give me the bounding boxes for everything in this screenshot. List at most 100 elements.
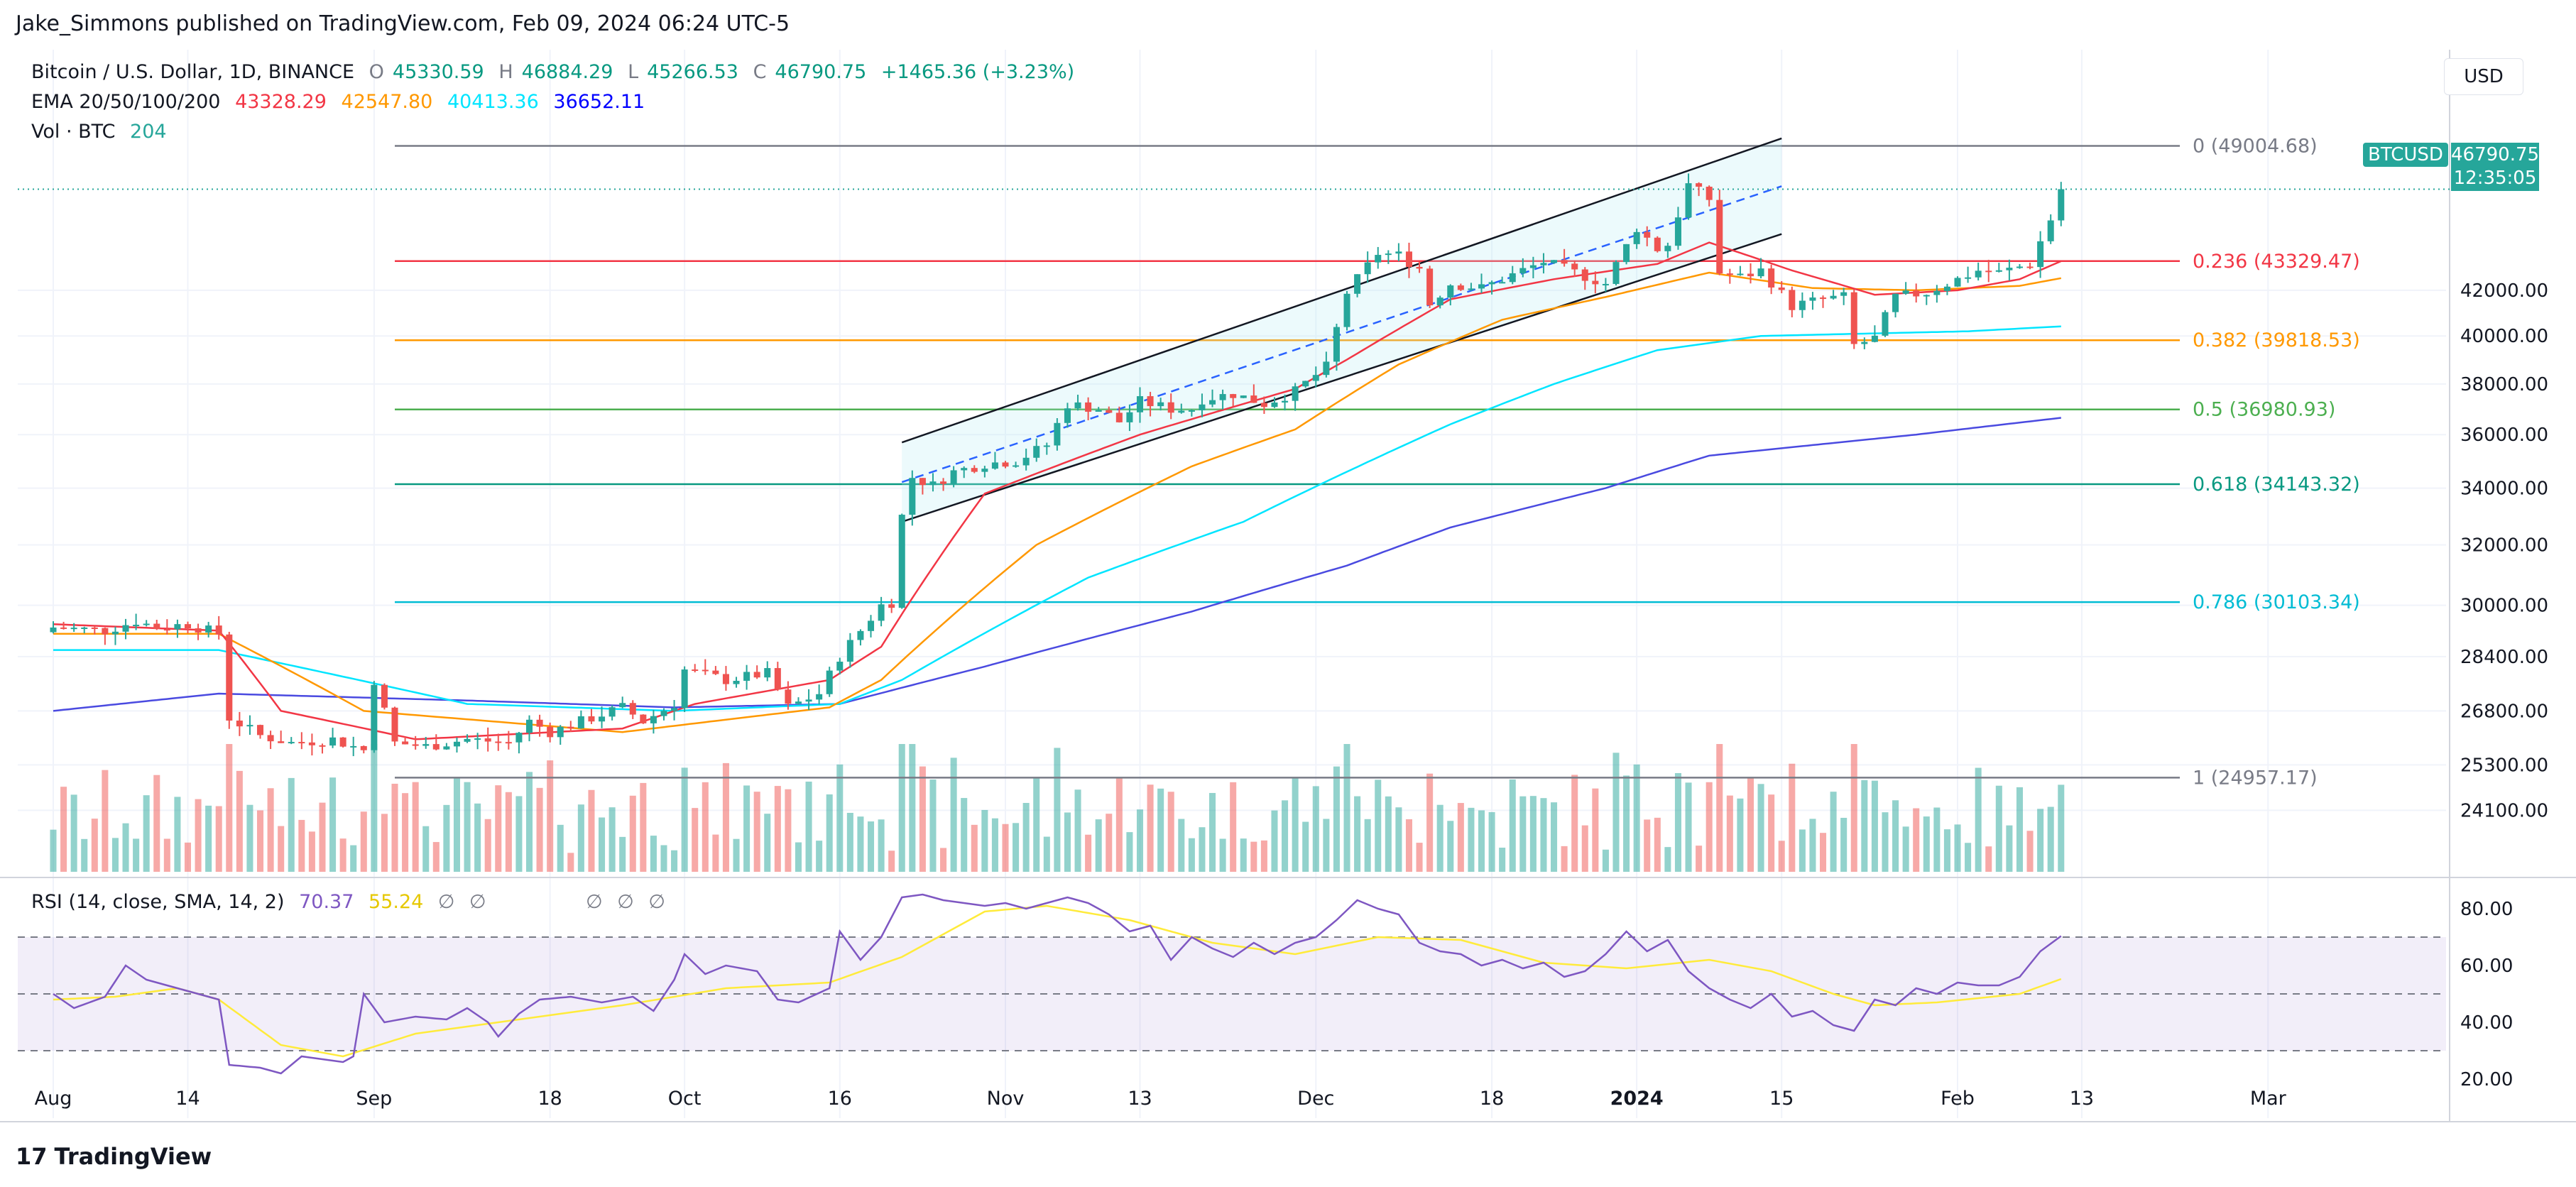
volume-bar — [1612, 753, 1620, 872]
volume-bar — [1054, 748, 1061, 872]
candle-body — [350, 745, 357, 748]
volume-bar — [308, 831, 315, 872]
candle-body — [1002, 462, 1009, 467]
volume-bar — [1416, 843, 1423, 872]
symbol-title[interactable]: Bitcoin / U.S. Dollar, 1D, BINANCE — [31, 61, 355, 83]
ema-label[interactable]: EMA 20/50/100/200 — [31, 91, 221, 113]
volume-bar — [940, 848, 947, 872]
volume-bar — [1364, 819, 1371, 872]
volume-bar — [278, 826, 285, 872]
volume-bar — [733, 838, 740, 872]
price-axis-label: 25300.00 — [2460, 755, 2548, 776]
candle-body — [2058, 189, 2065, 221]
candle-body — [1095, 410, 1102, 412]
volume-bar — [1343, 744, 1350, 872]
volume-bar — [1312, 786, 1319, 872]
volume-bar — [412, 782, 419, 872]
candle-body — [1447, 285, 1454, 298]
volume-bar — [567, 853, 574, 872]
volume-bar — [70, 794, 77, 872]
candle-body — [1850, 292, 1857, 344]
candle-body — [1178, 410, 1185, 413]
volume-bar — [1074, 789, 1081, 872]
candle-body — [981, 469, 988, 472]
volume-bar — [350, 845, 357, 872]
regression-channel[interactable] — [901, 137, 1782, 523]
volume-bar — [640, 782, 647, 872]
candle-body — [1240, 395, 1247, 398]
candle-body — [1085, 402, 1092, 412]
volume-bar — [846, 812, 853, 872]
volume-bar — [1789, 763, 1796, 872]
candle-body — [1768, 268, 1775, 288]
volume-bar — [143, 795, 150, 872]
candle-body — [1271, 402, 1278, 407]
candle-body — [267, 735, 274, 742]
volume-bar — [650, 836, 657, 872]
volume-bar — [1136, 809, 1144, 872]
volume-bar — [1167, 792, 1174, 872]
time-axis-label: Dec — [1297, 1088, 1334, 1110]
candle-body — [91, 627, 98, 629]
change-value: +1465.36 (+3.23%) — [880, 61, 1075, 83]
time-axis-label: 18 — [1480, 1088, 1504, 1110]
volume-bar — [981, 809, 988, 872]
candle-body — [246, 725, 253, 727]
volume-bar — [1033, 777, 1040, 872]
fibonacci-levels[interactable]: 0 (49004.68) 0.236 (43329.47) 0.382 (39818… — [395, 135, 2360, 789]
candle-body — [1054, 422, 1061, 446]
candle-body — [2026, 266, 2034, 268]
candle-body — [1644, 231, 1651, 238]
candle-body — [1395, 251, 1402, 254]
candle-body — [153, 623, 160, 630]
symbol-price-tag[interactable]: BTCUSD — [2363, 143, 2448, 167]
volume-bar — [1716, 744, 1723, 872]
publisher-caption: Jake_Simmons published on TradingView.co… — [16, 11, 790, 36]
candle-body — [1789, 290, 1796, 310]
candle-body — [2037, 241, 2044, 268]
candle-body — [961, 468, 968, 471]
currency-button[interactable]: USD — [2444, 58, 2523, 95]
volume-bar — [1199, 827, 1206, 872]
candle-body — [1405, 251, 1412, 267]
volume-bar — [1985, 846, 1992, 872]
candle-body — [608, 707, 616, 717]
candle-body — [1612, 262, 1620, 284]
volume-bar — [2026, 831, 2034, 872]
candle-body — [826, 670, 833, 694]
candle-body — [1633, 231, 1640, 244]
volume-bar — [764, 814, 771, 872]
tradingview-logo[interactable]: 𝟭𝟳 TradingView — [16, 1143, 212, 1170]
volume-bar — [505, 792, 512, 872]
price-axis-label: 26800.00 — [2460, 701, 2548, 722]
candle-body — [1737, 273, 1744, 275]
candle-body — [619, 703, 626, 708]
volume-bar — [50, 829, 57, 872]
volume-bar — [2058, 784, 2065, 872]
candle-body — [412, 744, 419, 746]
candle-body — [1219, 394, 1226, 400]
volume-bar — [1561, 846, 1568, 872]
rsi-label[interactable]: RSI (14, close, SMA, 14, 2) — [31, 891, 285, 913]
ema200-line — [53, 417, 2061, 712]
candle-body — [785, 689, 792, 704]
volume-bar — [1664, 847, 1671, 872]
candle-body — [733, 680, 740, 684]
empty-mark: ∅ — [648, 891, 665, 913]
candle-body — [940, 481, 947, 484]
rsi-pane — [18, 893, 2446, 1075]
volume-bar — [702, 782, 709, 872]
volume-bar — [1954, 824, 1961, 872]
volume-bar — [1302, 821, 1309, 872]
volume-bar — [1457, 803, 1464, 872]
candle-body — [133, 625, 140, 627]
volume-label[interactable]: Vol · BTC — [31, 121, 116, 143]
candle-body — [1747, 273, 1754, 277]
volume-bar — [1095, 819, 1102, 872]
volume-bar — [81, 838, 88, 872]
volume-bar — [329, 777, 337, 872]
candle-body — [1022, 457, 1030, 466]
volume-bar — [1737, 798, 1744, 872]
candle-body — [495, 741, 502, 743]
